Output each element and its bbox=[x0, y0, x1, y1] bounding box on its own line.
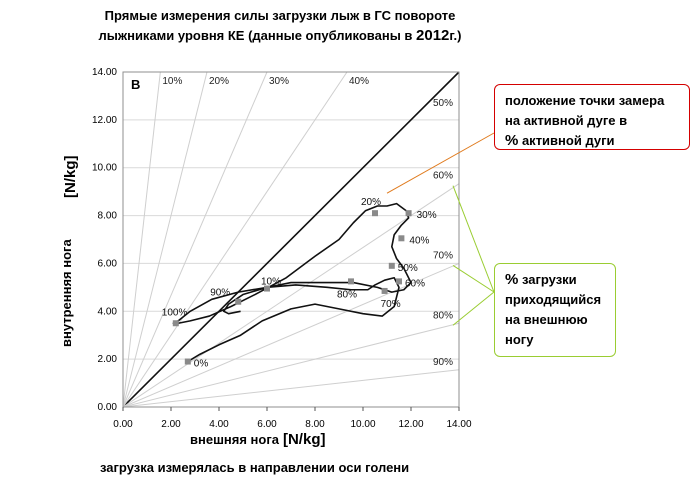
data-marker bbox=[381, 287, 388, 294]
point-label: 60% bbox=[405, 278, 425, 289]
annotation-labels: 0% 10% 20% 30% 40% 50% 60% 70% 80% 90% 100% bbox=[162, 197, 437, 369]
x-tick-label: 14.00 bbox=[446, 419, 471, 430]
data-marker bbox=[372, 210, 378, 217]
x-axis-label-text: внешняя нога bbox=[190, 432, 280, 447]
point-label: 50% bbox=[398, 263, 418, 274]
y-axis-unit: [N/kg] bbox=[62, 156, 79, 199]
data-markers bbox=[172, 210, 412, 365]
x-axis-label: внешняя нога [N/kg] bbox=[190, 431, 325, 448]
ray-line bbox=[122, 71, 208, 408]
callout-line-green bbox=[452, 185, 495, 293]
y-tick-label: 6.00 bbox=[98, 258, 118, 269]
data-marker bbox=[405, 210, 412, 217]
ray-line bbox=[122, 71, 161, 408]
ray-label: 40% bbox=[349, 76, 369, 87]
callout-green-line2: приходящийся bbox=[505, 292, 602, 307]
data-marker bbox=[348, 278, 354, 285]
point-label: 70% bbox=[381, 299, 401, 310]
title-main-text: лыжниками уровня КЕ (данные опубликованы… bbox=[98, 28, 417, 43]
plot-area-border bbox=[122, 71, 460, 408]
x-tick-label: 6.00 bbox=[257, 419, 277, 430]
ray-line bbox=[122, 71, 348, 408]
chart-title-line2: лыжниками уровня КЕ (данные опубликованы… bbox=[0, 26, 560, 46]
callout-red-line3-text: активной дуги bbox=[518, 133, 615, 148]
x-axis-unit: [N/kg] bbox=[283, 431, 326, 448]
callout-red-pct: % bbox=[505, 132, 519, 149]
y-tick-label: 12.00 bbox=[92, 115, 117, 126]
y-axis-label: внутренняя нога bbox=[59, 239, 74, 347]
axes: 0.00 0.00 2.00 2.00 4.00 4.00 6.00 6.00 8.00 8.00… bbox=[92, 67, 472, 430]
callout-green-line4: ногу bbox=[505, 332, 534, 347]
y-tick-label: 14.00 bbox=[92, 67, 117, 78]
ray-line bbox=[122, 322, 460, 408]
y-tick-label: 8.00 bbox=[98, 211, 118, 222]
data-marker bbox=[172, 320, 179, 327]
callout-lines bbox=[386, 132, 495, 326]
point-label: 100% bbox=[162, 307, 188, 318]
point-label: 10% bbox=[261, 277, 281, 288]
data-marker bbox=[398, 235, 405, 242]
callout-red-line2: на активной дуге в bbox=[505, 113, 628, 128]
x-tick-label: 0.00 bbox=[113, 419, 133, 430]
ray-label: 70% bbox=[433, 250, 453, 261]
data-marker bbox=[388, 262, 395, 269]
callout-green-line1-text: загрузки bbox=[518, 272, 577, 287]
callout-green-line3: на внешнюю bbox=[505, 312, 588, 327]
ray-label: 80% bbox=[433, 310, 453, 321]
outer-leg-load-callout-box: % загрузки приходящийся на внешнюю ногу bbox=[494, 263, 616, 357]
percentage-rays: 10% 20% 30% 40% 50% 60% 70% 80% 90% bbox=[122, 71, 460, 408]
ray-label: 60% bbox=[433, 171, 453, 182]
ray-line bbox=[122, 183, 460, 408]
point-label: 40% bbox=[409, 235, 429, 246]
data-marker bbox=[396, 278, 402, 285]
callout-line-green bbox=[452, 265, 495, 293]
x-tick-label: 4.00 bbox=[209, 419, 229, 430]
data-series bbox=[172, 202, 412, 363]
point-label: 90% bbox=[210, 288, 230, 299]
ray-label: 30% bbox=[269, 76, 289, 87]
callout-green-pct: % bbox=[505, 271, 519, 288]
chart-gridlines bbox=[123, 119, 459, 360]
footer-note: загрузка измерялась в направлении оси го… bbox=[100, 460, 410, 475]
y-tick-label: 10.00 bbox=[92, 163, 117, 174]
callout-line-red bbox=[386, 132, 495, 194]
data-marker bbox=[264, 285, 270, 292]
callout-red-line1: положение точки замера bbox=[505, 93, 665, 108]
ray-label: 20% bbox=[209, 76, 229, 87]
ray-label: 50% bbox=[433, 98, 453, 109]
point-label: 20% bbox=[361, 197, 381, 208]
point-label: 30% bbox=[417, 210, 437, 221]
title-suffix: г.) bbox=[449, 28, 462, 43]
y-tick-label: 2.00 bbox=[98, 354, 118, 365]
title-year: 2012 bbox=[416, 27, 450, 44]
series-line bbox=[172, 202, 412, 363]
y-tick-label: 0.00 bbox=[98, 402, 118, 413]
ray-line bbox=[122, 71, 268, 408]
callout-red-line3: % активной дуги bbox=[505, 131, 679, 151]
chart-title-line1: Прямые измерения силы загрузки лыж в ГС … bbox=[104, 8, 456, 23]
x-tick-label: 8.00 bbox=[305, 419, 325, 430]
y-tick-label: 4.00 bbox=[98, 306, 118, 317]
x-tick-label: 10.00 bbox=[350, 419, 375, 430]
point-label: 80% bbox=[337, 289, 357, 300]
diagonal-50-line bbox=[122, 71, 460, 408]
y-axis-label-group: внутренняя нога bbox=[59, 239, 74, 347]
callout-green-line1: % загрузки bbox=[505, 270, 605, 290]
ray-line bbox=[122, 369, 460, 408]
data-marker bbox=[235, 298, 242, 305]
x-tick-label: 12.00 bbox=[398, 419, 423, 430]
ray-label: 90% bbox=[433, 357, 453, 368]
measure-point-callout-box: положение точки замера на активной дуге … bbox=[494, 84, 690, 150]
point-label: 0% bbox=[194, 359, 209, 370]
panel-label: B bbox=[131, 77, 140, 92]
data-marker bbox=[184, 358, 191, 365]
y-axis-unit-group: [N/kg] bbox=[62, 156, 79, 199]
x-tick-label: 2.00 bbox=[161, 419, 181, 430]
callout-line-green bbox=[452, 291, 495, 326]
ray-line bbox=[122, 262, 460, 408]
ray-label: 10% bbox=[162, 76, 182, 87]
